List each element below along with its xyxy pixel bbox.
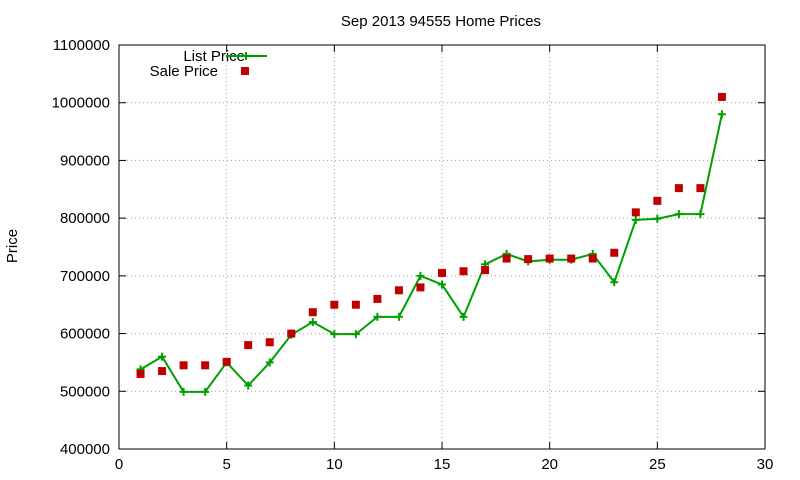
list-price-point	[674, 210, 683, 219]
sale-price-point	[179, 361, 188, 370]
sale-price-point	[265, 338, 274, 347]
sale-price-point	[459, 267, 468, 276]
sale-price-point	[653, 196, 662, 205]
y-tick-label: 500000	[60, 383, 110, 400]
sale-price-point	[610, 248, 619, 257]
list-price-point	[653, 214, 662, 223]
y-tick-label: 800000	[60, 210, 110, 227]
list-price-point	[696, 210, 705, 219]
y-tick-label: 600000	[60, 326, 110, 343]
sale-price-point	[588, 254, 597, 263]
x-tick-label: 30	[757, 456, 774, 473]
x-tick-label: 10	[326, 456, 343, 473]
sale-price-point	[287, 329, 296, 338]
legend-label-sale-price: Sale Price	[150, 63, 218, 80]
sale-price-point	[545, 254, 554, 263]
legend-marker-sale-price	[241, 67, 249, 75]
y-tick-label: 400000	[60, 441, 110, 458]
sale-price-point	[158, 367, 167, 376]
y-tick-label: 700000	[60, 268, 110, 285]
sale-price-point	[524, 255, 533, 264]
series-line-list-price	[140, 114, 723, 393]
sale-price-point	[438, 268, 446, 277]
axes-layer: 400000 500000 600000 700000 800000 900000 1000…	[52, 37, 774, 473]
sale-price-point	[351, 300, 360, 309]
sale-price-point	[308, 308, 317, 317]
x-tick-label: 20	[541, 456, 558, 473]
sale-price-point	[631, 208, 640, 217]
x-tick-label: 25	[649, 456, 666, 473]
sale-price-point	[416, 283, 425, 292]
sale-price-point	[373, 294, 382, 303]
sale-price-point	[222, 357, 231, 366]
sale-price-point	[502, 254, 511, 263]
list-price-point	[351, 330, 360, 339]
series-layer	[136, 92, 726, 396]
sale-price-point	[674, 184, 683, 193]
list-price-point	[459, 312, 468, 321]
y-tick-label: 1100000	[53, 37, 110, 54]
x-tick-label: 5	[222, 456, 230, 473]
y-axis-label: Price	[4, 229, 21, 263]
legend-marker-list-price	[242, 52, 250, 60]
list-price-point	[631, 215, 640, 224]
chart-title: Sep 2013 94555 Home Prices	[341, 13, 541, 30]
sale-price-point	[717, 92, 726, 101]
x-tick-label: 0	[115, 456, 123, 473]
list-price-point	[158, 352, 167, 361]
plot-border	[118, 44, 766, 450]
legend-label-list-price: List Price	[183, 48, 245, 65]
sale-price-point	[696, 184, 705, 193]
list-price-point	[308, 318, 317, 327]
y-tick-label: 900000	[60, 152, 110, 169]
sale-price-point	[201, 361, 210, 370]
list-price-point	[179, 387, 188, 396]
sale-price-point	[394, 286, 403, 295]
legend: List Price Sale Price	[150, 48, 267, 80]
grid-layer	[119, 45, 765, 449]
x-tick-label: 15	[434, 456, 451, 473]
list-price-point	[244, 381, 253, 390]
sale-price-point	[481, 266, 490, 275]
list-price-point	[330, 330, 339, 339]
list-price-point	[438, 280, 446, 289]
sale-price-point	[567, 254, 576, 263]
sale-price-point	[244, 341, 253, 350]
list-price-point	[717, 110, 726, 119]
sale-price-point	[330, 300, 339, 309]
list-price-point	[416, 271, 425, 280]
list-price-point	[610, 278, 619, 287]
list-price-point	[201, 387, 210, 396]
list-price-point	[394, 312, 403, 321]
list-price-point	[265, 358, 274, 367]
y-tick-label: 1000000	[52, 95, 110, 112]
sale-price-point	[136, 369, 145, 378]
list-price-point	[373, 312, 382, 321]
